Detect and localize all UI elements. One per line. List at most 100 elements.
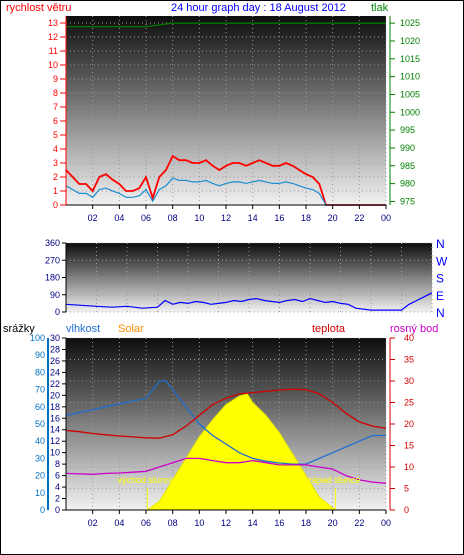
wind-average-line: [65, 177, 386, 206]
temperature-x-tick-label: 08: [168, 518, 178, 528]
compass-label: N: [436, 306, 445, 320]
pressure-axis-tick-label: 985: [400, 161, 415, 171]
direction-grid: [66, 242, 433, 313]
wind-x-tick-label: 12: [221, 213, 231, 223]
wind-axis-tick-label: 12: [48, 32, 58, 42]
wind-axis-tick-label: 1: [53, 186, 58, 196]
humidity-axis-tick-label: 14: [50, 425, 60, 435]
temperature-line: [65, 388, 387, 439]
humidity-axis-tick-label: 16: [50, 413, 60, 423]
humidity-axis-tick-label: 22: [50, 379, 60, 389]
wind-x-tick-label: 04: [114, 213, 124, 223]
wind-axis-tick-label: 10: [48, 60, 58, 70]
wind-series-group: [65, 22, 386, 206]
rain-axis-tick-label: 80: [35, 367, 45, 377]
rain-axis-tick-label: 30: [35, 453, 45, 463]
temperature-x-tick-label: 18: [301, 518, 311, 528]
pressure-axis-tick-label: 1015: [400, 54, 420, 64]
humidity-axis-tick-label: 30: [50, 333, 60, 343]
rain-axis-tick-label: 0: [40, 505, 45, 515]
direction-line: [65, 292, 433, 311]
humidity-axis-tick-label: 0: [55, 505, 60, 515]
temperature-axis-tick-label: 5: [404, 484, 409, 494]
humidity-axis-tick-label: 10: [50, 448, 60, 458]
wind-axis-tick-label: 0: [53, 200, 58, 210]
temperature-axis-tick-label: 10: [404, 462, 414, 472]
direction-degree-axis: 0 90 180 270 360: [45, 238, 67, 317]
temperature-x-tick-label: 16: [274, 518, 284, 528]
wind-time-axis: 02 04 06 08 10 12 14 16 18 20 22 00: [66, 204, 391, 223]
wind-speed-label: rychlost větru: [6, 2, 71, 14]
temperature-label: teplota: [312, 323, 346, 335]
humidity-axis-tick-label: 18: [50, 402, 60, 412]
pressure-axis-tick-label: 1010: [400, 72, 420, 82]
sunset-label: západ slunce: [307, 475, 360, 485]
wind-x-tick-label: 20: [328, 213, 338, 223]
sunrise-label: východ slunce: [117, 475, 174, 485]
humidity-line: [65, 380, 386, 465]
humidity-axis-tick-label: 6: [55, 471, 60, 481]
wind-x-tick-label: 14: [248, 213, 258, 223]
wind-axis-tick-label: 4: [53, 144, 58, 154]
temperature-x-tick-label: 14: [248, 518, 258, 528]
solar-label: Solar: [118, 323, 144, 335]
wind-x-tick-label: 18: [301, 213, 311, 223]
wind-axis-tick-label: 2: [53, 172, 58, 182]
pressure-axis-tick-label: 995: [400, 125, 415, 135]
temperature-x-tick-label: 20: [328, 518, 338, 528]
humidity-axis-tick-label: 26: [50, 356, 60, 366]
temperature-x-tick-label: 10: [194, 518, 204, 528]
temperature-axis-tick-label: 25: [404, 398, 414, 408]
wind-pressure-panel: rychlost větru 24 hour graph day : 18 Au…: [6, 2, 420, 223]
direction-series-group: [65, 292, 433, 311]
temperature-time-axis: 02 04 06 08 10 12 14 16 18 20 22 00: [66, 509, 391, 528]
direction-axis-tick-label: 360: [45, 238, 60, 248]
humidity-axis-tick-label: 2: [55, 494, 60, 504]
pressure-axis-tick-label: 975: [400, 196, 415, 206]
pressure-axis-tick-label: 1020: [400, 36, 420, 46]
wind-axis-tick-label: 7: [53, 102, 58, 112]
chart-title: 24 hour graph day : 18 August 2012: [171, 2, 346, 14]
temperature-x-tick-label: 22: [354, 518, 364, 528]
rain-axis-tick-label: 90: [35, 350, 45, 360]
rain-axis-tick-label: 20: [35, 471, 45, 481]
humidity-axis-tick-label: 20: [50, 390, 60, 400]
temperature-axis: 0 5 10 15 20 25 30 35 40: [389, 333, 414, 515]
wind-axis-tick-label: 13: [48, 18, 58, 28]
pressure-axis-tick-label: 1025: [400, 18, 420, 28]
temperature-axis-tick-label: 35: [404, 355, 414, 365]
direction-axis-tick-label: 0: [55, 307, 60, 317]
solar-area: [145, 393, 337, 511]
pressure-axis-tick-label: 1005: [400, 89, 420, 99]
compass-label: S: [436, 272, 444, 286]
pressure-label: tlak: [371, 2, 389, 14]
rain-axis-tick-label: 40: [35, 436, 45, 446]
humidity-label: vlhkost: [66, 323, 100, 335]
rain-axis-tick-label: 10: [35, 488, 45, 498]
wind-axis-tick-label: 6: [53, 116, 58, 126]
wind-axis-tick-label: 5: [53, 130, 58, 140]
wind-axis-tick-label: 9: [53, 74, 58, 84]
humidity-temperature-panel: srážky vlhkost Solar teplota rosný bod v…: [3, 323, 438, 528]
dew-point-label: rosný bod: [390, 323, 438, 335]
temperature-x-tick-label: 00: [381, 518, 391, 528]
pressure-axis-tick-label: 980: [400, 179, 415, 189]
humidity-axis-tick-label: 28: [50, 344, 60, 354]
rain-axis-tick-label: 50: [35, 419, 45, 429]
temperature-x-tick-label: 04: [114, 518, 124, 528]
wind-axis-tick-label: 11: [49, 46, 58, 56]
direction-axis-tick-label: 90: [50, 290, 60, 300]
humidity-axis-tick-label: 12: [50, 436, 60, 446]
wind-axis-tick-label: 3: [53, 158, 58, 168]
temperature-x-tick-label: 02: [88, 518, 98, 528]
temperature-axis-tick-label: 40: [404, 333, 414, 343]
humidity-axis-tick-label: 8: [55, 459, 60, 469]
rain-axis: 0 10 20 30 40 50 60 70 80 90 100: [30, 333, 49, 515]
humidity-axis-tick-label: 4: [55, 482, 60, 492]
rain-axis-tick-label: 60: [35, 402, 45, 412]
